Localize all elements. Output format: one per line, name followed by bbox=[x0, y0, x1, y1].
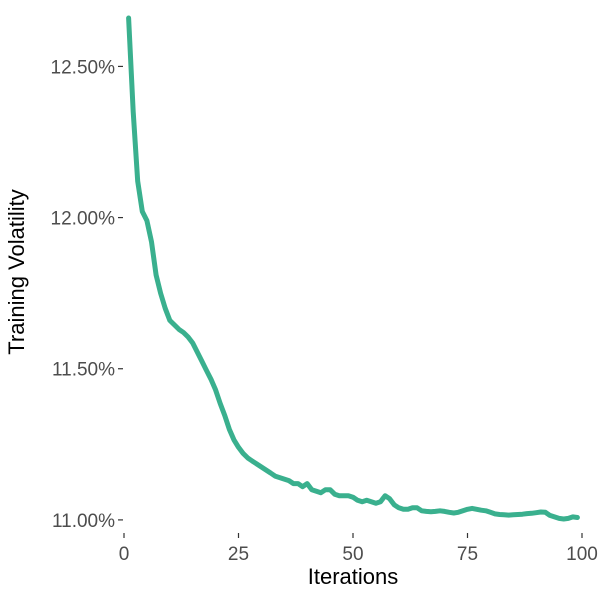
x-axis-title: Iterations bbox=[308, 564, 399, 589]
series-line bbox=[126, 15, 580, 522]
y-axis-title: Training Volatility bbox=[4, 189, 29, 354]
x-tick-label: 0 bbox=[119, 544, 130, 565]
x-axis: 0 25 50 75 100 bbox=[119, 533, 598, 565]
y-tick-label: 11.50% bbox=[52, 360, 115, 381]
y-tick-label: 11.00% bbox=[52, 511, 115, 532]
y-tick-label: 12.50% bbox=[51, 57, 116, 78]
x-tick-label: 50 bbox=[342, 544, 363, 565]
x-tick-label: 75 bbox=[457, 544, 478, 565]
plot-area bbox=[126, 15, 580, 522]
y-axis: 11.00% 11.50% 12.00% 12.50% bbox=[51, 57, 123, 532]
y-tick-label: 12.00% bbox=[51, 209, 116, 230]
x-tick-label: 100 bbox=[566, 544, 598, 565]
x-tick-label: 25 bbox=[228, 544, 249, 565]
